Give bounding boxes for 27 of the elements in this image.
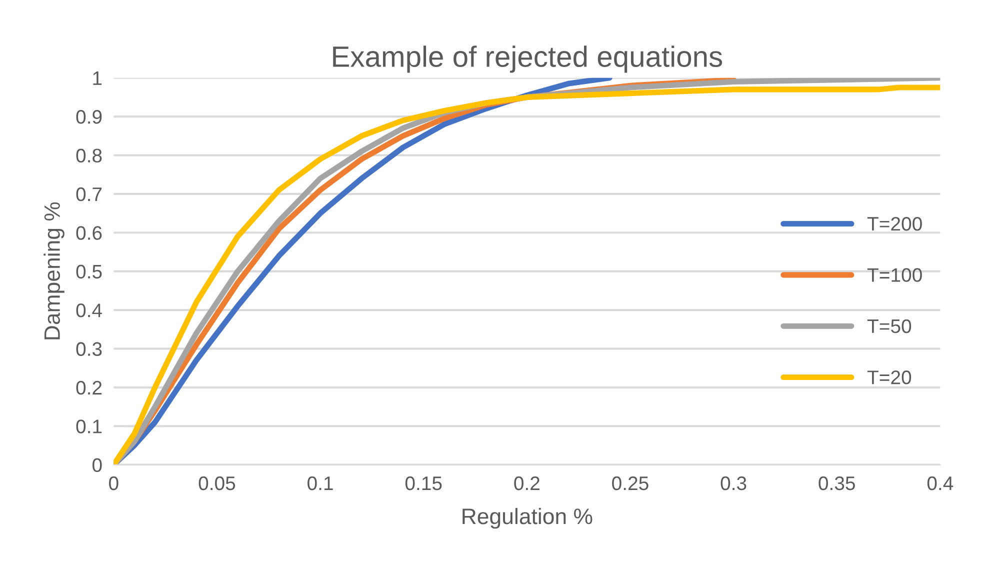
x-tick-label: 0.25 xyxy=(612,476,648,490)
y-tick-label: 0.8 xyxy=(76,148,102,162)
legend-label: T=50 xyxy=(867,319,912,334)
x-tick-label: 0.2 xyxy=(514,476,540,490)
y-tick-label: 1 xyxy=(93,72,102,85)
legend-label: T=200 xyxy=(867,216,922,231)
x-tick-label: 0.3 xyxy=(720,476,746,490)
y-tick-label: 0.1 xyxy=(76,420,102,434)
y-tick-label: 0.5 xyxy=(76,264,102,279)
x-axis-title: Regulation % xyxy=(462,508,592,529)
x-tick-label: 0.4 xyxy=(927,476,954,490)
y-axis-title: Dampening % xyxy=(44,202,64,340)
y-tick-label: 0.2 xyxy=(76,380,102,395)
x-tick-label: 0 xyxy=(109,476,118,490)
y-tick-label: 0.6 xyxy=(76,226,102,240)
legend-label: T=100 xyxy=(867,268,922,282)
y-tick-label: 0.3 xyxy=(76,342,102,356)
x-tick-label: 0.15 xyxy=(405,476,442,490)
chart-title: Example of rejected equations xyxy=(333,46,722,73)
legend-label: T=20 xyxy=(867,370,912,384)
x-tick-label: 0.05 xyxy=(198,476,236,490)
x-tick-label: 0.35 xyxy=(818,476,855,490)
y-tick-label: 0 xyxy=(92,458,102,472)
y-tick-label: 0.4 xyxy=(76,303,102,318)
y-tick-label: 0.7 xyxy=(76,187,102,202)
x-tick-label: 0.1 xyxy=(308,476,333,490)
y-tick-label: 0.9 xyxy=(76,110,102,124)
